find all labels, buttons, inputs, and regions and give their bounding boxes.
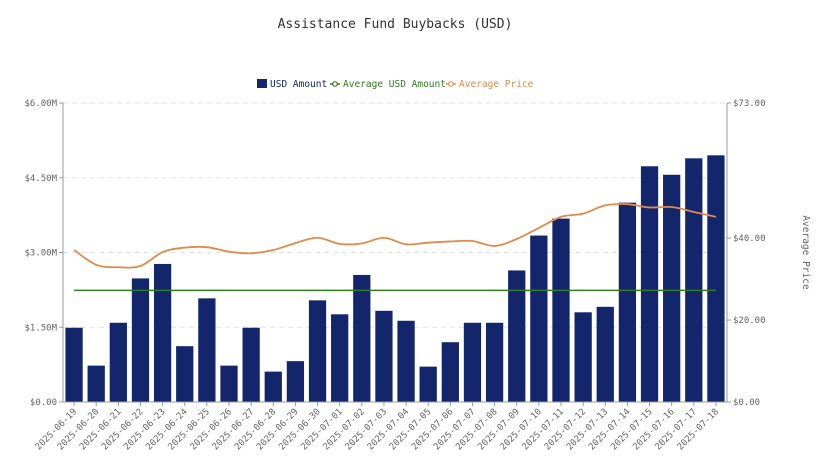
bar-usd-amount[interactable] [242,327,260,402]
bar-usd-amount[interactable] [65,327,83,402]
bar-usd-amount[interactable] [463,322,482,402]
legend-item-usd-amount[interactable]: USD Amount [257,79,327,90]
left-tick-label: $0.00 [30,398,57,408]
bar-usd-amount[interactable] [131,278,150,402]
legend-swatch-usd-amount [257,79,267,88]
chart-title: Assistance Fund Buybacks (USD) [278,17,513,32]
x-axis-ticks: 2025-06-192025-06-202025-06-212025-06-22… [34,402,721,452]
right-tick-label: $40.00 [733,234,766,244]
bar-usd-amount[interactable] [419,366,437,402]
legend-label-usd-amount: USD Amount [270,79,327,90]
bar-usd-amount[interactable] [596,306,614,402]
line-series-average-price [73,203,717,269]
bar-usd-amount[interactable] [308,300,327,402]
bar-series-usd-amount [65,155,725,402]
right-axis-ticks: $0.00 $20.00 $40.00 $73.00 [727,99,766,408]
bar-usd-amount[interactable] [397,320,415,402]
right-axis-label: Average Price [800,215,811,290]
bar-usd-amount[interactable] [176,346,194,402]
left-axis-ticks: $0.00 $1.50M $3.00M $4.50M $6.00M [24,99,63,408]
bar-usd-amount[interactable] [286,361,305,402]
right-tick-label: $20.00 [733,316,766,326]
bar-usd-amount[interactable] [618,202,637,402]
right-tick-label: $0.00 [733,398,760,408]
bar-usd-amount[interactable] [87,365,105,402]
legend-label-average-usd-amount: Average USD Amount [343,79,446,90]
average-price-line [73,203,717,269]
bar-usd-amount[interactable] [264,371,282,402]
bar-usd-amount[interactable] [331,314,349,402]
bar-usd-amount[interactable] [198,298,216,402]
bar-usd-amount[interactable] [109,322,127,402]
right-tick-label: $73.00 [733,99,766,109]
gridlines [63,102,727,328]
bar-usd-amount[interactable] [707,155,725,402]
left-tick-label: $4.50M [24,174,57,184]
bar-usd-amount[interactable] [220,365,238,402]
bar-usd-amount[interactable] [441,342,459,402]
left-tick-label: $6.00M [24,99,57,109]
legend-item-average-usd-amount[interactable]: Average USD Amount [330,79,446,90]
bar-usd-amount[interactable] [552,218,570,402]
bar-usd-amount[interactable] [375,310,393,402]
bar-usd-amount[interactable] [574,312,592,402]
left-tick-label: $3.00M [24,249,57,259]
left-tick-label: $1.50M [24,323,57,333]
bar-usd-amount[interactable] [153,263,172,402]
bar-usd-amount[interactable] [353,274,371,402]
legend-label-average-price: Average Price [459,79,534,90]
legend-marker-average-usd-amount [332,81,338,87]
legend-marker-average-price [448,81,454,87]
bar-usd-amount[interactable] [640,166,659,402]
bar-usd-amount[interactable] [530,235,548,402]
legend-item-average-price[interactable]: Average Price [446,79,534,90]
bar-usd-amount[interactable] [508,270,526,402]
bar-usd-amount[interactable] [663,174,681,402]
bar-usd-amount[interactable] [685,158,703,402]
legend[interactable]: USD Amount Average USD Amount Average Pr… [257,79,534,90]
bar-usd-amount[interactable] [485,322,504,402]
